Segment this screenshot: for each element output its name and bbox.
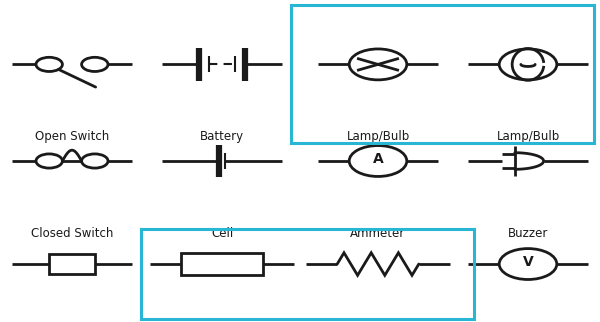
Text: Lamp/Bulb: Lamp/Bulb: [496, 130, 560, 143]
Text: V: V: [523, 255, 533, 269]
Bar: [141, 229, 474, 319]
Circle shape: [499, 249, 557, 279]
Text: Lamp/Bulb: Lamp/Bulb: [346, 130, 410, 143]
Text: Cell: Cell: [211, 227, 233, 240]
Text: Battery: Battery: [200, 130, 244, 143]
Circle shape: [36, 57, 62, 71]
Bar: [49, 254, 95, 274]
Circle shape: [499, 49, 557, 80]
Circle shape: [82, 154, 108, 168]
Text: Closed Switch: Closed Switch: [31, 227, 113, 240]
Circle shape: [82, 57, 108, 71]
Bar: [181, 253, 263, 275]
Text: Open Switch: Open Switch: [35, 130, 109, 143]
Text: A: A: [373, 152, 383, 166]
Bar: [291, 5, 594, 143]
Text: Buzzer: Buzzer: [508, 227, 548, 240]
Circle shape: [349, 49, 407, 80]
Circle shape: [349, 146, 407, 176]
Circle shape: [36, 154, 62, 168]
Text: Ammeter: Ammeter: [350, 227, 406, 240]
